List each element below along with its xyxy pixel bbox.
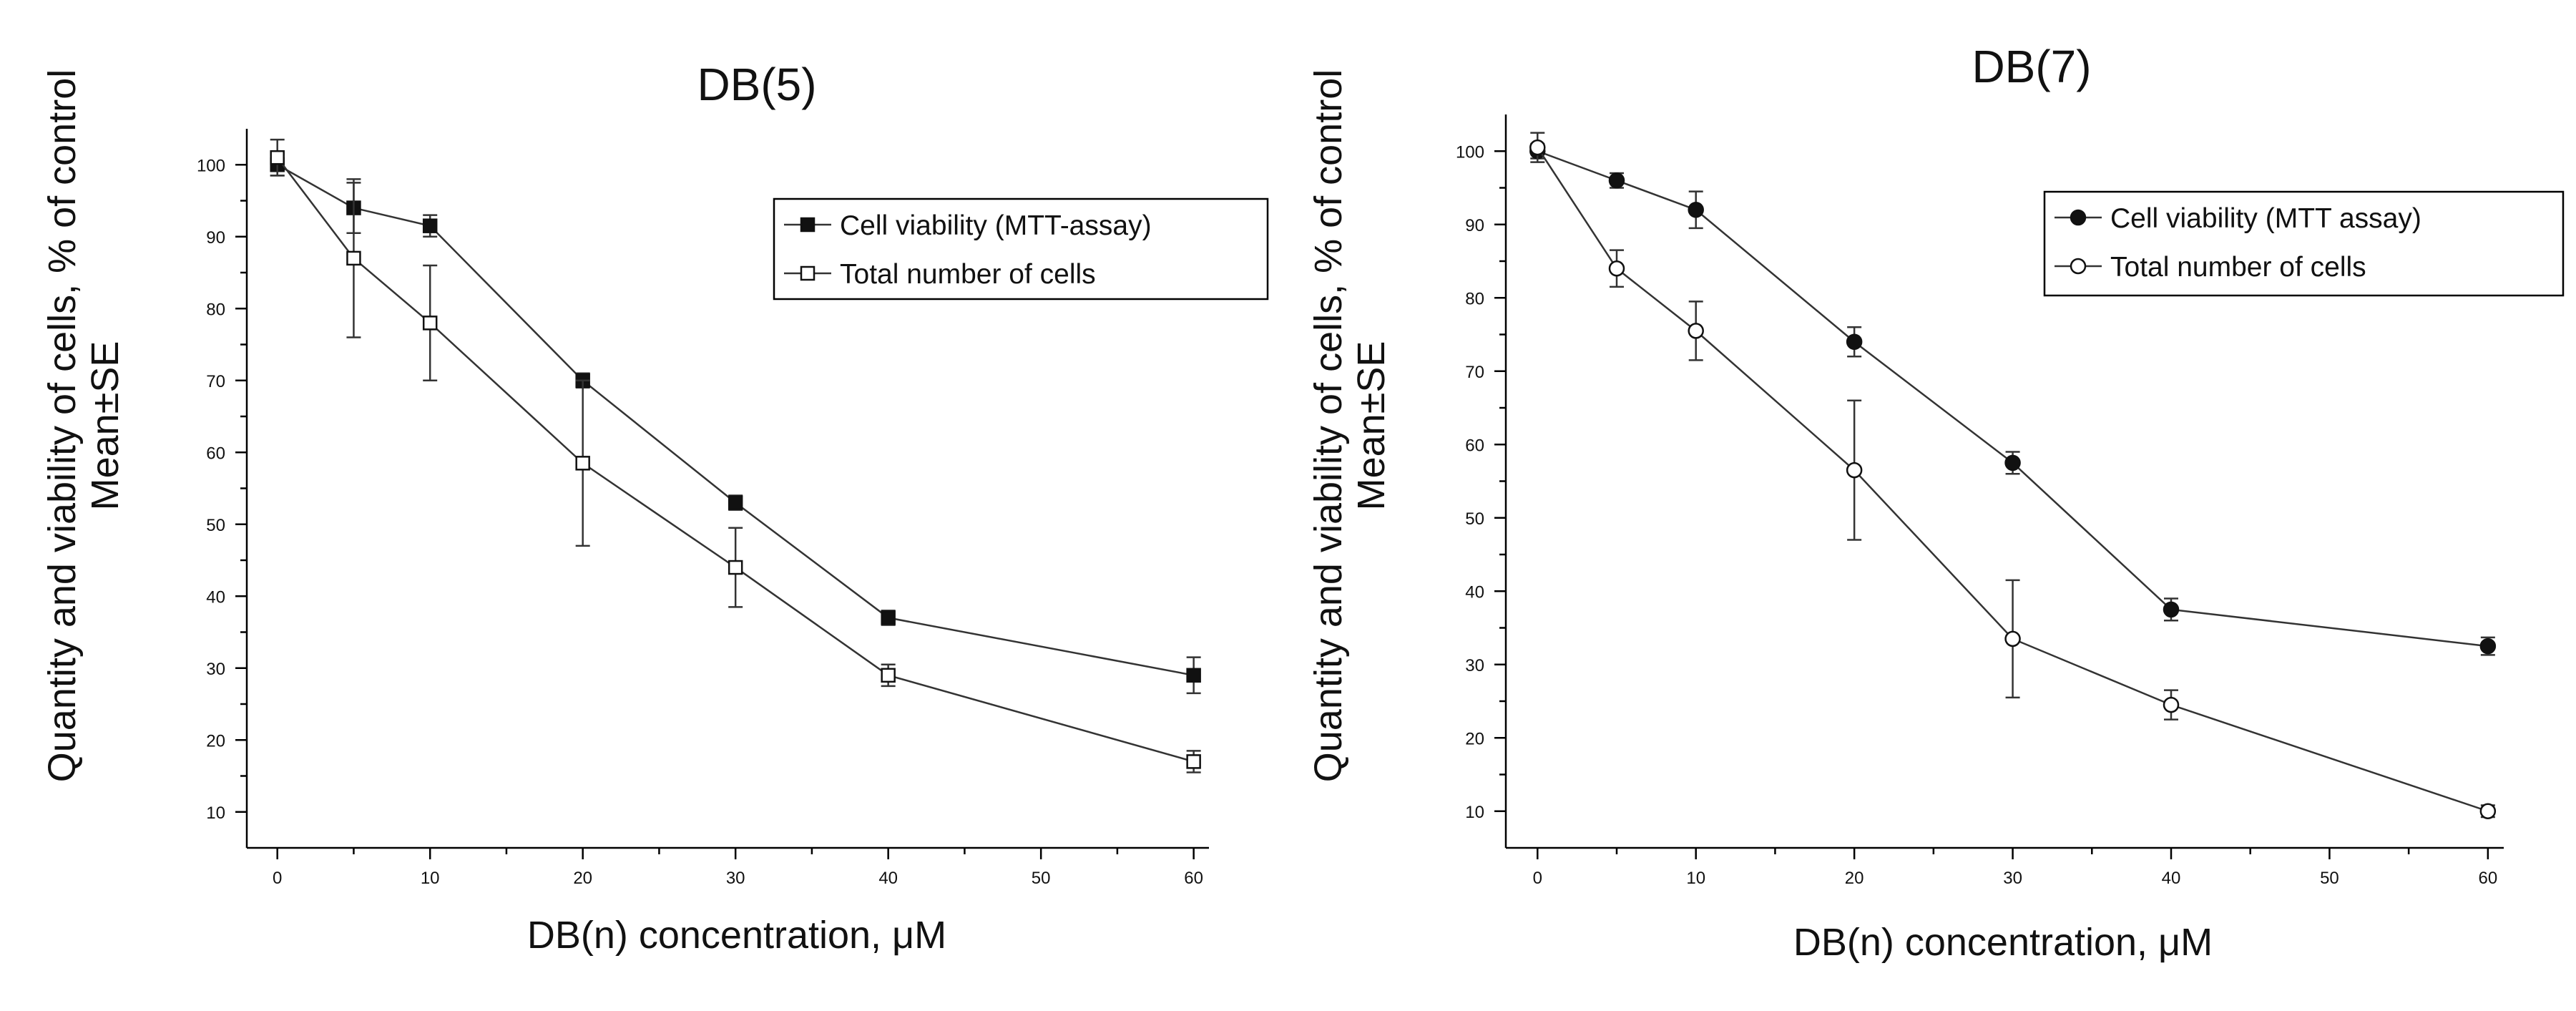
x-tick-label: 50 xyxy=(2320,869,2339,888)
x-tick-label: 0 xyxy=(273,869,282,888)
y-tick-label: 80 xyxy=(1465,289,1484,308)
y-tick-label: 70 xyxy=(1465,363,1484,382)
legend-box xyxy=(773,197,1269,301)
legend: Cell viability (MTT-assay) Total number o… xyxy=(773,197,1269,301)
y-tick-label: 90 xyxy=(1465,216,1484,235)
data-point xyxy=(1688,202,1704,218)
legend-label: Cell viability (MTT-assay) xyxy=(840,210,1152,241)
x-axis-title: DB(n) concentration, μM xyxy=(527,914,946,957)
x-tick-label: 30 xyxy=(2003,869,2022,888)
data-point xyxy=(2479,803,2497,819)
data-point xyxy=(2004,630,2021,648)
y-tick-label: 80 xyxy=(206,300,225,319)
legend-marker xyxy=(800,217,816,233)
y-axis-title: Quantity and viability of cells, % of co… xyxy=(41,69,127,782)
chart-panel-1: DB(5) 0 10 20 30 40 50 60 10 20 30 40 50 60 70 80 90 100 D… xyxy=(41,59,1269,957)
y-tick-label: 30 xyxy=(206,660,225,679)
data-point xyxy=(1608,172,1625,189)
y-axis-title-line: Mean±SE xyxy=(84,341,127,511)
x-tick-label: 20 xyxy=(1845,869,1864,888)
legend-marker xyxy=(2070,258,2087,275)
data-point xyxy=(2479,638,2497,655)
y-tick-label: 20 xyxy=(1465,729,1484,748)
data-point xyxy=(346,250,361,266)
x-tick-label: 0 xyxy=(1533,869,1542,888)
y-tick-label: 60 xyxy=(206,444,225,463)
y-axis-title-line: Quantity and viability of cells, % of co… xyxy=(41,69,84,782)
data-point xyxy=(1608,260,1625,277)
y-tick-label: 100 xyxy=(197,156,225,175)
y-tick-label: 20 xyxy=(206,731,225,751)
legend-label: Total number of cells xyxy=(2110,252,2366,283)
data-point xyxy=(1186,668,1201,683)
legend-marker xyxy=(800,265,816,281)
legend-label: Cell viability (MTT assay) xyxy=(2110,203,2421,234)
y-axis-title-line: Quantity and viability of cells, % of co… xyxy=(1307,69,1350,782)
x-tick-label: 60 xyxy=(1184,869,1203,888)
y-tick-label: 10 xyxy=(1465,803,1484,822)
y-tick-label: 50 xyxy=(206,516,225,535)
x-tick-label: 40 xyxy=(2162,869,2181,888)
y-tick-label: 30 xyxy=(1465,656,1484,675)
y-tick-label: 10 xyxy=(206,804,225,823)
chart-title: DB(5) xyxy=(697,59,816,110)
x-tick-label: 40 xyxy=(878,869,898,888)
data-point xyxy=(2004,454,2021,472)
legend-box xyxy=(2043,190,2565,297)
y-tick-label: 40 xyxy=(1465,582,1484,602)
chart-title: DB(7) xyxy=(1972,41,2091,92)
series-2 xyxy=(1529,132,2497,819)
x-tick-label: 30 xyxy=(726,869,745,888)
y-axis-title: Quantity and viability of cells, % of co… xyxy=(1307,69,1393,782)
legend-label: Total number of cells xyxy=(840,259,1096,290)
data-point xyxy=(881,668,896,683)
data-point xyxy=(1186,754,1201,769)
y-tick-label: 70 xyxy=(206,372,225,391)
y-tick-label: 90 xyxy=(206,228,225,248)
data-point xyxy=(1846,333,1863,350)
legend-marker xyxy=(2070,209,2087,226)
y-tick-label: 60 xyxy=(1465,436,1484,455)
data-point xyxy=(728,495,743,510)
data-point xyxy=(575,456,590,471)
data-point xyxy=(422,218,438,233)
x-tick-label: 10 xyxy=(1686,869,1705,888)
data-point xyxy=(422,316,438,331)
x-axis-title: DB(n) concentration, μM xyxy=(1793,921,2213,964)
x-tick-label: 10 xyxy=(421,869,440,888)
x-tick-label: 20 xyxy=(573,869,592,888)
y-tick-label: 40 xyxy=(206,587,225,607)
data-point xyxy=(270,150,285,165)
data-point xyxy=(1846,461,1863,479)
legend: Cell viability (MTT assay) Total number o… xyxy=(2043,190,2565,297)
data-point xyxy=(728,560,743,575)
x-tick-label: 60 xyxy=(2479,869,2498,888)
x-tick-label: 50 xyxy=(1032,869,1051,888)
data-point xyxy=(2163,601,2180,618)
data-point xyxy=(1688,323,1704,339)
series-2 xyxy=(270,138,1201,773)
data-point xyxy=(1529,139,1546,156)
y-tick-label: 100 xyxy=(1456,142,1484,162)
data-point xyxy=(2163,696,2180,713)
y-tick-label: 50 xyxy=(1465,509,1484,529)
y-axis-title-line: Mean±SE xyxy=(1350,341,1393,511)
chart-panel-2: DB(7) 0 10 20 30 40 50 60 10 20 30 40 50 60 70 80 90 100 D… xyxy=(1307,41,2565,964)
data-point xyxy=(881,610,896,625)
